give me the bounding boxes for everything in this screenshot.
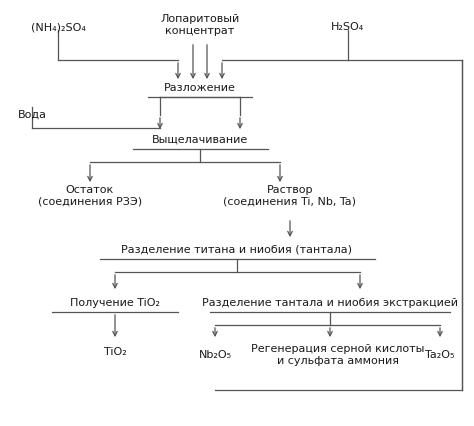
Text: Nb₂O₅: Nb₂O₅: [199, 350, 231, 360]
Text: Вода: Вода: [18, 110, 46, 120]
Text: H₂SO₄: H₂SO₄: [331, 22, 365, 32]
Text: Остаток
(соединения РЗЭ): Остаток (соединения РЗЭ): [38, 185, 142, 207]
Text: Ta₂O₅: Ta₂O₅: [425, 350, 455, 360]
Text: TiO₂: TiO₂: [104, 347, 127, 357]
Text: Получение TiO₂: Получение TiO₂: [70, 298, 160, 308]
Text: Лопаритовый
концентрат: Лопаритовый концентрат: [160, 14, 240, 36]
Text: Регенерация серной кислоты
и сульфата аммония: Регенерация серной кислоты и сульфата ам…: [251, 344, 425, 366]
Text: Раствор
(соединения Ti, Nb, Ta): Раствор (соединения Ti, Nb, Ta): [224, 185, 356, 207]
Text: (NH₄)₂SO₄: (NH₄)₂SO₄: [30, 22, 85, 32]
Text: Выщелачивание: Выщелачивание: [152, 135, 248, 145]
Text: Разделение титана и ниобия (тантала): Разделение титана и ниобия (тантала): [121, 245, 353, 255]
Text: Разделение тантала и ниобия экстракцией: Разделение тантала и ниобия экстракцией: [202, 298, 458, 308]
Text: Разложение: Разложение: [164, 83, 236, 93]
